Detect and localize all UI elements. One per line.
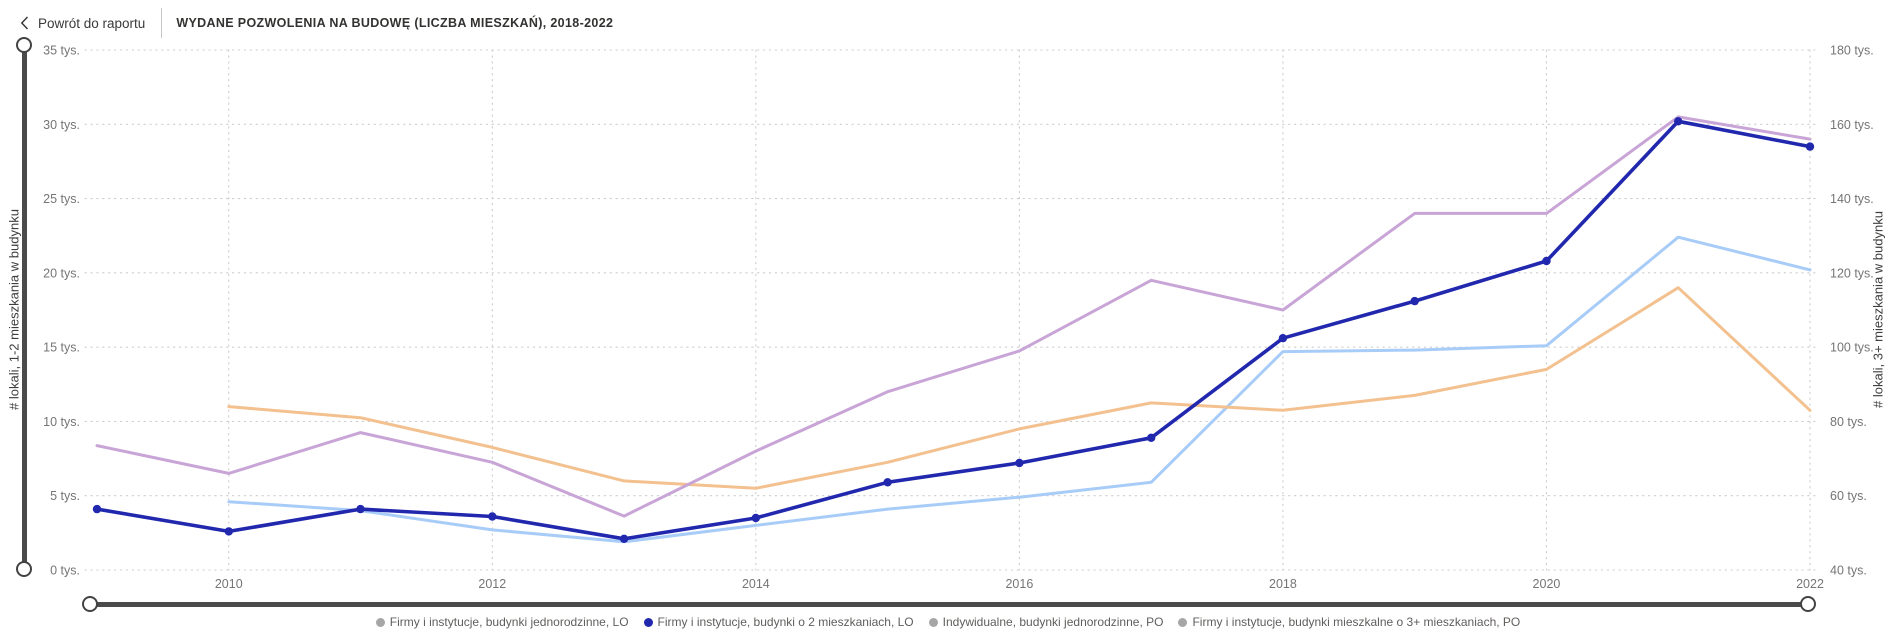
left-axis-tick-label: 10 tys. bbox=[43, 415, 80, 429]
back-to-report-label: Powrót do raportu bbox=[38, 15, 146, 31]
x-axis-tick-label: 2014 bbox=[742, 577, 770, 591]
left-axis-tick-label: 15 tys. bbox=[43, 341, 80, 355]
x-axis-tick-label: 2016 bbox=[1005, 577, 1033, 591]
right-axis-tick-label: 60 tys. bbox=[1830, 489, 1867, 503]
legend-item-firmy-jednorodzinne-lo[interactable]: Firmy i instytucje, budynki jednorodzinn… bbox=[375, 615, 629, 629]
data-point-firmy-2-mieszkania-lo[interactable] bbox=[1147, 433, 1156, 442]
series-line-firmy-jednorodzinne-lo[interactable] bbox=[227, 235, 1812, 544]
data-point-firmy-2-mieszkania-lo[interactable] bbox=[1805, 142, 1815, 151]
legend: Firmy i instytucje, budynki jednorodzinn… bbox=[0, 615, 1896, 629]
legend-item-firmy-3plus-po[interactable]: Firmy i instytucje, budynki mieszkalne o… bbox=[1178, 615, 1520, 629]
data-point-firmy-2-mieszkania-lo[interactable] bbox=[1674, 117, 1683, 126]
x-axis-tick-label: 2012 bbox=[478, 577, 506, 591]
x-axis-tick-label: 2020 bbox=[1533, 577, 1561, 591]
series-line-firmy-2-mieszkania-lo[interactable] bbox=[95, 119, 1812, 541]
x-axis-range-slider-track[interactable] bbox=[91, 602, 1809, 607]
data-point-firmy-2-mieszkania-lo[interactable] bbox=[1015, 458, 1024, 468]
legend-dot-icon bbox=[643, 617, 653, 627]
header-divider bbox=[161, 8, 163, 38]
y-axis-slider-handle-bottom[interactable] bbox=[16, 561, 33, 578]
series-line-indywidualne-jednorodzinne-po[interactable] bbox=[227, 286, 1812, 490]
x-axis-slider-handle-right[interactable] bbox=[1800, 596, 1817, 613]
legend-dot-icon bbox=[1178, 617, 1188, 627]
left-axis-tick-label: 5 tys. bbox=[50, 489, 80, 503]
x-axis-tick-label: 2018 bbox=[1269, 577, 1297, 591]
x-axis-tick-label: 2022 bbox=[1796, 577, 1824, 591]
right-axis-tick-label: 160 tys. bbox=[1830, 118, 1874, 132]
right-axis-tick-label: 180 tys. bbox=[1830, 44, 1874, 58]
data-point-firmy-2-mieszkania-lo[interactable] bbox=[883, 478, 892, 487]
legend-dot-icon bbox=[375, 617, 385, 627]
data-point-firmy-2-mieszkania-lo[interactable] bbox=[224, 527, 233, 536]
legend-label: Firmy i instytucje, budynki jednorodzinn… bbox=[389, 615, 629, 629]
left-axis-tick-label: 0 tys. bbox=[50, 564, 80, 578]
data-point-firmy-2-mieszkania-lo[interactable] bbox=[619, 534, 629, 543]
data-point-firmy-2-mieszkania-lo[interactable] bbox=[488, 512, 497, 521]
right-axis-tick-label: 40 tys. bbox=[1830, 564, 1867, 578]
legend-label: Firmy i instytucje, budynki mieszkalne o… bbox=[1192, 615, 1521, 629]
left-axis-tick-label: 25 tys. bbox=[43, 192, 80, 206]
back-to-report-button[interactable]: Powrót do raportu bbox=[16, 14, 149, 33]
header: Powrót do raportu WYDANE POZWOLENIA NA B… bbox=[16, 8, 613, 38]
x-axis-tick-label: 2010 bbox=[215, 577, 243, 591]
right-axis-tick-label: 140 tys. bbox=[1830, 192, 1874, 206]
data-point-firmy-2-mieszkania-lo[interactable] bbox=[1278, 334, 1288, 343]
legend-item-firmy-2-mieszkania-lo[interactable]: Firmy i instytucje, budynki o 2 mieszkan… bbox=[643, 615, 914, 629]
data-point-firmy-2-mieszkania-lo[interactable] bbox=[356, 504, 365, 514]
data-point-firmy-2-mieszkania-lo[interactable] bbox=[1542, 256, 1551, 266]
y-axis-slider-handle-top[interactable] bbox=[16, 37, 33, 54]
x-axis-slider-handle-left[interactable] bbox=[82, 596, 99, 613]
chevron-left-icon bbox=[20, 16, 29, 30]
page-title: WYDANE POZWOLENIA NA BUDOWĘ (LICZBA MIES… bbox=[176, 16, 614, 30]
right-axis-tick-label: 100 tys. bbox=[1830, 341, 1874, 355]
y-axis-range-slider-track[interactable] bbox=[22, 46, 27, 570]
line-chart: 0 tys. 40 tys. 5 tys. 60 tys. 10 tys. 80 tys.… bbox=[43, 44, 1874, 592]
left-axis-tick-label: 35 tys. bbox=[43, 44, 80, 58]
legend-dot-icon bbox=[928, 617, 938, 627]
left-axis-tick-label: 20 tys. bbox=[43, 266, 80, 280]
right-axis-tick-label: 80 tys. bbox=[1830, 415, 1867, 429]
series-line-firmy-3plus-po[interactable] bbox=[95, 115, 1812, 518]
data-point-firmy-2-mieszkania-lo[interactable] bbox=[1410, 296, 1419, 306]
data-point-firmy-2-mieszkania-lo[interactable] bbox=[92, 504, 102, 514]
data-point-firmy-2-mieszkania-lo[interactable] bbox=[751, 513, 760, 523]
right-axis-tick-label: 120 tys. bbox=[1830, 266, 1874, 280]
left-axis-tick-label: 30 tys. bbox=[43, 118, 80, 132]
legend-label: Firmy i instytucje, budynki o 2 mieszkan… bbox=[657, 615, 914, 629]
legend-label: Indywidualne, budynki jednorodzinne, PO bbox=[942, 615, 1164, 629]
legend-item-indywidualne-jednorodzinne-po[interactable]: Indywidualne, budynki jednorodzinne, PO bbox=[928, 615, 1164, 629]
